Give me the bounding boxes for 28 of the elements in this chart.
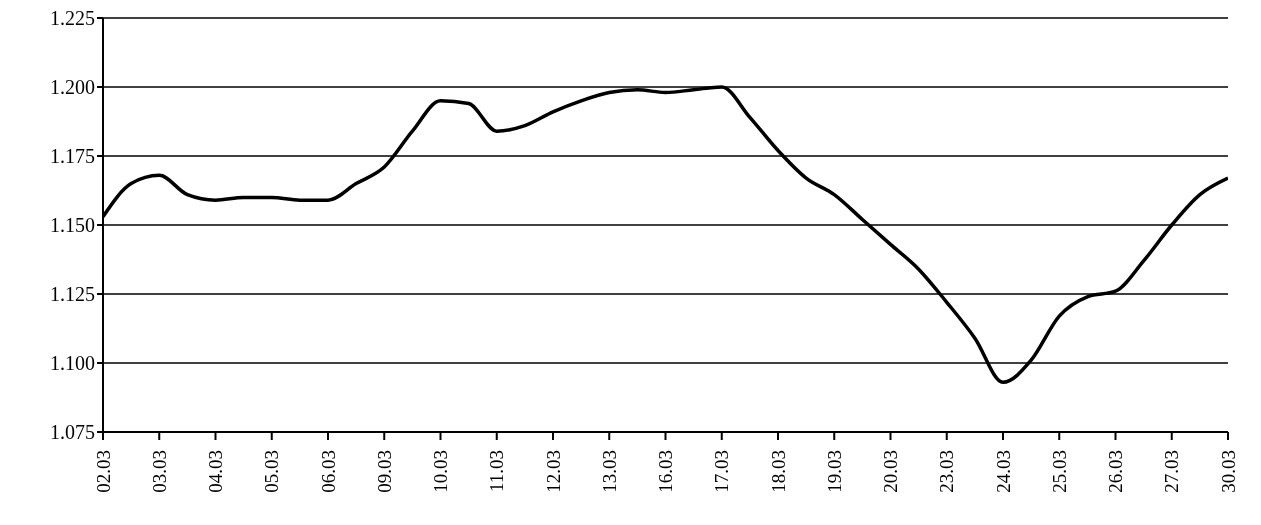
x-tick-label: 09.03 bbox=[373, 450, 395, 493]
x-tick-label: 24.03 bbox=[992, 450, 1014, 493]
x-tick-label: 06.03 bbox=[317, 450, 339, 493]
x-tick-label: 04.03 bbox=[205, 450, 226, 493]
y-tick-label: 1.175 bbox=[50, 145, 95, 168]
y-tick-label: 1.200 bbox=[50, 76, 95, 99]
x-tick-label: 12.03 bbox=[542, 450, 564, 493]
x-tick-label: 17.03 bbox=[711, 450, 733, 493]
x-tick-label: 13.03 bbox=[598, 450, 620, 493]
x-tick-label: 16.03 bbox=[655, 450, 676, 493]
y-tick-label: 1.100 bbox=[50, 352, 95, 375]
x-tick-label: 30.03 bbox=[1217, 450, 1239, 493]
x-tick-label: 02.03 bbox=[92, 450, 114, 493]
x-tick-label: 18.03 bbox=[767, 450, 789, 493]
x-tick-label: 11.03 bbox=[486, 450, 508, 493]
x-tick-label: 25.03 bbox=[1048, 450, 1070, 493]
x-tick-label: 20.03 bbox=[880, 450, 901, 493]
x-tick-label: 19.03 bbox=[823, 450, 845, 493]
x-tick-label: 03.03 bbox=[148, 450, 170, 493]
y-tick-label: 1.150 bbox=[50, 214, 95, 237]
x-tick-label: 23.03 bbox=[936, 450, 958, 493]
y-tick-label: 1.125 bbox=[50, 283, 95, 306]
x-tick-label: 10.03 bbox=[430, 450, 451, 493]
x-tick-label: 05.03 bbox=[261, 450, 283, 493]
x-tick-label: 27.03 bbox=[1161, 450, 1183, 493]
y-tick-label: 1.225 bbox=[50, 7, 95, 30]
x-tick-label: 26.03 bbox=[1105, 450, 1126, 493]
y-tick-label: 1.075 bbox=[50, 421, 95, 444]
